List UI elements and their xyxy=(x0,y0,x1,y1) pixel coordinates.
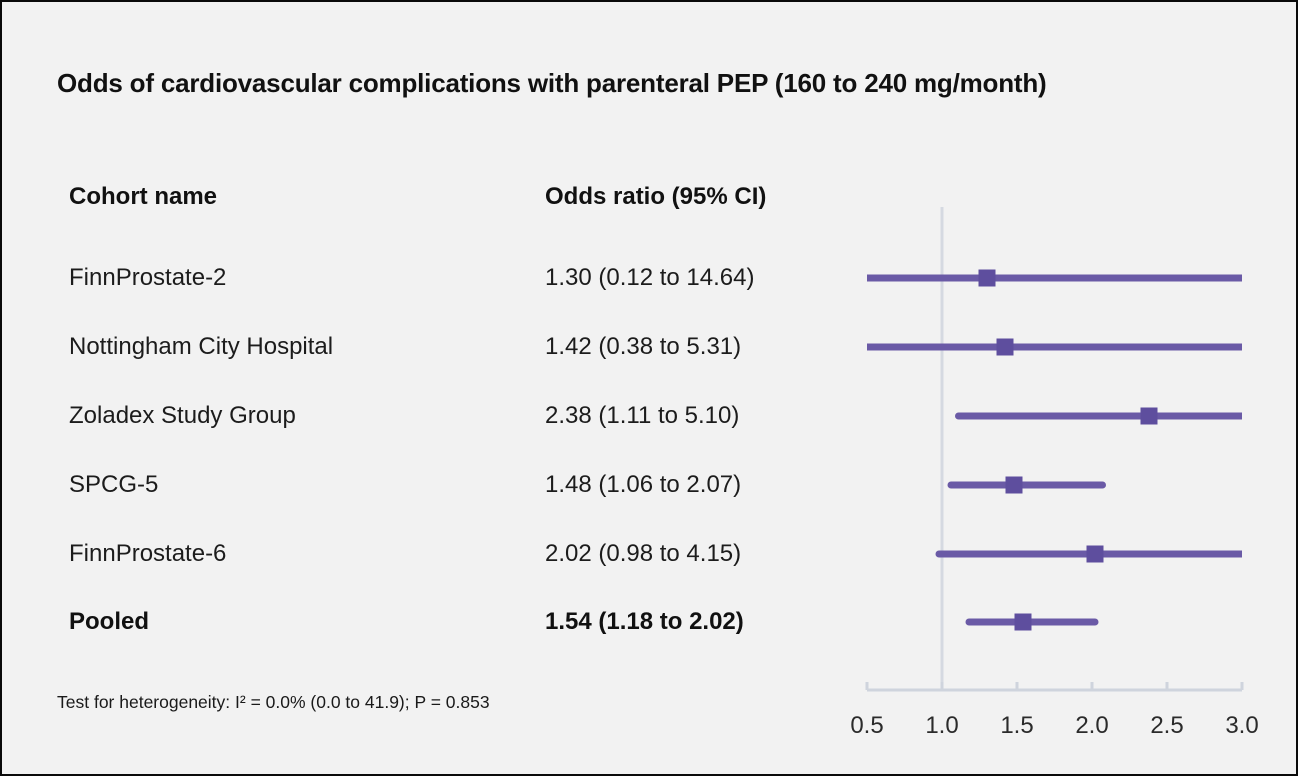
odds-ratio-value: 1.42 (0.38 to 5.31) xyxy=(545,333,742,360)
x-axis-tick-label: 1.0 xyxy=(925,712,958,739)
column-header-odds-ratio: Odds ratio (95% CI) xyxy=(545,183,767,210)
cohort-name: Pooled xyxy=(69,608,150,635)
odds-ratio-value: 2.02 (0.98 to 4.15) xyxy=(545,540,742,567)
point-estimate-marker xyxy=(978,269,996,287)
figure-title: Odds of cardiovascular complications wit… xyxy=(57,68,1047,98)
x-axis-tick-label: 1.5 xyxy=(1000,712,1033,739)
cohort-name: Nottingham City Hospital xyxy=(69,333,334,360)
point-estimate-marker xyxy=(1005,476,1023,494)
x-axis-tick-label: 0.5 xyxy=(850,712,883,739)
odds-ratio-value: 1.48 (1.06 to 2.07) xyxy=(545,471,742,498)
point-estimate-marker xyxy=(1014,613,1032,631)
ci-line-cap xyxy=(1099,481,1106,489)
ci-line-cap xyxy=(1091,618,1099,626)
ci-line-cap xyxy=(935,550,943,558)
point-estimate-marker xyxy=(996,338,1014,356)
ci-line-cap xyxy=(955,412,962,420)
cohort-name: FinnProstate-2 xyxy=(69,264,227,291)
point-estimate-marker xyxy=(1140,407,1158,425)
x-axis-tick-label: 2.0 xyxy=(1075,712,1108,739)
odds-ratio-value: 1.54 (1.18 to 2.02) xyxy=(545,608,744,635)
ci-line-cap xyxy=(947,481,955,489)
x-axis-tick-label: 3.0 xyxy=(1225,712,1258,739)
point-estimate-marker xyxy=(1086,545,1104,563)
column-header-cohort: Cohort name xyxy=(69,183,218,210)
cohort-name: FinnProstate-6 xyxy=(69,540,227,567)
heterogeneity-note: Test for heterogeneity: I² = 0.0% (0.0 t… xyxy=(57,692,490,712)
cohort-name: Zoladex Study Group xyxy=(69,402,296,429)
cohort-name: SPCG-5 xyxy=(69,471,159,498)
x-axis-tick-label: 2.5 xyxy=(1150,712,1183,739)
odds-ratio-value: 1.30 (0.12 to 14.64) xyxy=(545,264,755,291)
odds-ratio-value: 2.38 (1.11 to 5.10) xyxy=(545,402,740,429)
ci-line-cap xyxy=(965,618,973,626)
